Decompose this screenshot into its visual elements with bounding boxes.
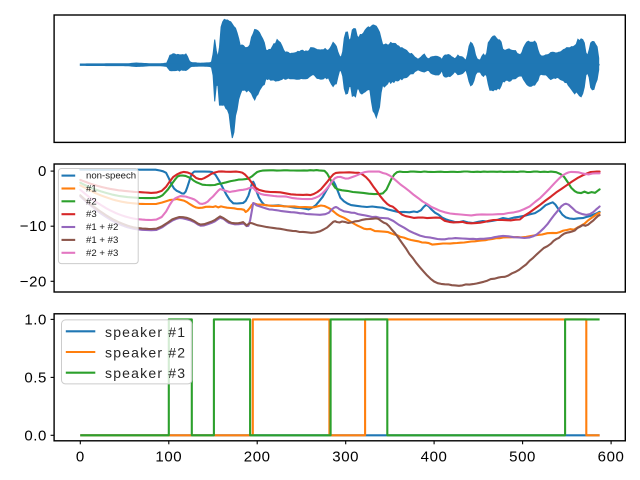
- svg-text:0: 0: [38, 163, 47, 180]
- svg-text:#1: #1: [86, 184, 97, 195]
- svg-text:#1 + #2: #1 + #2: [86, 222, 118, 233]
- svg-text:0.5: 0.5: [24, 369, 47, 386]
- svg-text:speaker #2: speaker #2: [105, 345, 186, 361]
- svg-text:500: 500: [509, 448, 536, 465]
- svg-text:#3: #3: [86, 209, 97, 220]
- svg-text:300: 300: [332, 448, 359, 465]
- svg-text:−10: −10: [20, 218, 47, 235]
- svg-text:600: 600: [598, 448, 625, 465]
- svg-text:#2 + #3: #2 + #3: [86, 248, 118, 259]
- svg-text:400: 400: [421, 448, 448, 465]
- svg-text:−20: −20: [20, 273, 47, 290]
- svg-text:1.0: 1.0: [24, 311, 47, 328]
- svg-text:200: 200: [244, 448, 271, 465]
- svg-text:speaker #3: speaker #3: [105, 365, 186, 381]
- svg-text:#1 + #3: #1 + #3: [86, 235, 118, 246]
- svg-text:0: 0: [76, 448, 85, 465]
- svg-text:speaker #1: speaker #1: [105, 324, 186, 340]
- svg-text:non-speech: non-speech: [86, 171, 136, 182]
- svg-text:#2: #2: [86, 196, 97, 207]
- svg-text:0.0: 0.0: [24, 427, 47, 444]
- svg-text:100: 100: [155, 448, 182, 465]
